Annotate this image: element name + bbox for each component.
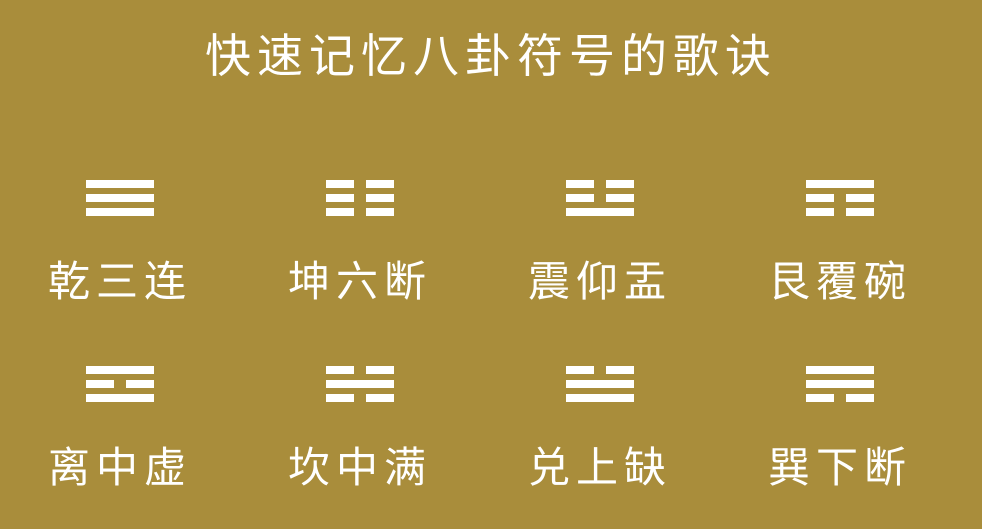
trigram-gen-icon: [806, 176, 874, 216]
line-segment: [846, 194, 874, 202]
trigram-label: 坎中满: [287, 443, 432, 492]
line-segment: [86, 194, 154, 202]
line-segment: [606, 194, 634, 202]
solid-line: [806, 366, 874, 374]
broken-line: [86, 380, 154, 388]
trigram-label: 艮覆碗: [767, 257, 912, 306]
line-segment: [326, 380, 394, 388]
line-segment: [326, 208, 354, 216]
trigram-dui-icon: [566, 362, 634, 402]
line-segment: [86, 366, 154, 374]
solid-line: [86, 208, 154, 216]
line-segment: [806, 194, 834, 202]
line-segment: [86, 380, 114, 388]
trigram-zhen: 震仰盂: [480, 176, 720, 326]
trigram-label: 震仰盂: [527, 257, 672, 306]
line-segment: [566, 208, 634, 216]
line-segment: [326, 194, 354, 202]
solid-line: [326, 380, 394, 388]
broken-line: [806, 394, 874, 402]
solid-line: [86, 180, 154, 188]
broken-line: [326, 366, 394, 374]
line-segment: [326, 394, 354, 402]
line-segment: [86, 208, 154, 216]
line-segment: [126, 380, 154, 388]
solid-line: [806, 180, 874, 188]
trigram-kun-icon: [326, 176, 394, 216]
solid-line: [86, 394, 154, 402]
trigram-zhen-icon: [566, 176, 634, 216]
line-segment: [326, 180, 354, 188]
trigram-label: 乾三连: [47, 257, 192, 306]
trigram-label: 兑上缺: [527, 443, 672, 492]
solid-line: [566, 380, 634, 388]
line-segment: [806, 380, 874, 388]
trigram-kan-icon: [326, 362, 394, 402]
line-segment: [566, 180, 594, 188]
line-segment: [366, 394, 394, 402]
line-segment: [326, 366, 354, 374]
broken-line: [566, 366, 634, 374]
line-segment: [846, 208, 874, 216]
line-segment: [366, 208, 394, 216]
broken-line: [326, 208, 394, 216]
broken-line: [566, 194, 634, 202]
page-title: 快速记忆八卦符号的歌诀: [205, 29, 777, 83]
solid-line: [566, 208, 634, 216]
trigram-kun: 坤六断: [240, 176, 480, 326]
line-segment: [566, 380, 634, 388]
broken-line: [326, 394, 394, 402]
trigram-qian: 乾三连: [0, 176, 240, 326]
solid-line: [806, 380, 874, 388]
trigram-label: 坤六断: [287, 257, 432, 306]
solid-line: [566, 394, 634, 402]
trigram-qian-icon: [86, 176, 154, 216]
trigram-xun-icon: [806, 362, 874, 402]
trigram-li: 离中虚: [0, 362, 240, 512]
line-segment: [606, 180, 634, 188]
line-segment: [806, 180, 874, 188]
line-segment: [86, 180, 154, 188]
broken-line: [566, 180, 634, 188]
line-segment: [366, 194, 394, 202]
broken-line: [806, 208, 874, 216]
line-segment: [806, 394, 834, 402]
line-segment: [806, 208, 834, 216]
trigram-dui: 兑上缺: [480, 362, 720, 512]
line-segment: [86, 394, 154, 402]
trigram-kan: 坎中满: [240, 362, 480, 512]
line-segment: [566, 366, 594, 374]
trigram-label: 巽下断: [767, 443, 912, 492]
line-segment: [366, 366, 394, 374]
trigram-li-icon: [86, 362, 154, 402]
broken-line: [326, 194, 394, 202]
line-segment: [366, 180, 394, 188]
trigram-label: 离中虚: [47, 443, 192, 492]
line-segment: [846, 394, 874, 402]
line-segment: [606, 366, 634, 374]
line-segment: [566, 394, 634, 402]
line-segment: [806, 366, 874, 374]
trigram-xun: 巽下断: [720, 362, 960, 512]
broken-line: [806, 194, 874, 202]
solid-line: [86, 194, 154, 202]
broken-line: [326, 180, 394, 188]
trigram-gen: 艮覆碗: [720, 176, 960, 326]
line-segment: [566, 194, 594, 202]
solid-line: [86, 366, 154, 374]
